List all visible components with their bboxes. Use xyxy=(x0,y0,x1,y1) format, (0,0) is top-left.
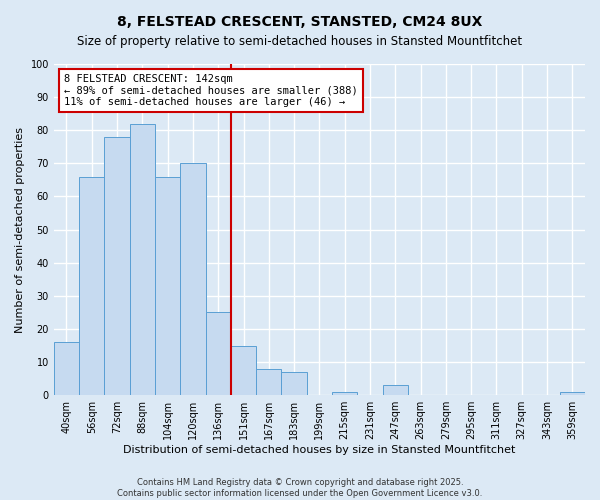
Bar xyxy=(231,346,256,395)
Bar xyxy=(256,368,281,395)
Bar xyxy=(54,342,79,395)
Bar xyxy=(155,176,180,395)
Bar xyxy=(281,372,307,395)
Bar xyxy=(383,386,408,395)
Bar xyxy=(130,124,155,395)
Bar xyxy=(206,312,231,395)
Text: Contains HM Land Registry data © Crown copyright and database right 2025.
Contai: Contains HM Land Registry data © Crown c… xyxy=(118,478,482,498)
Bar xyxy=(560,392,585,395)
Bar xyxy=(104,137,130,395)
Y-axis label: Number of semi-detached properties: Number of semi-detached properties xyxy=(15,126,25,332)
X-axis label: Distribution of semi-detached houses by size in Stansted Mountfitchet: Distribution of semi-detached houses by … xyxy=(123,445,515,455)
Bar xyxy=(180,164,206,395)
Text: 8 FELSTEAD CRESCENT: 142sqm
← 89% of semi-detached houses are smaller (388)
11% : 8 FELSTEAD CRESCENT: 142sqm ← 89% of sem… xyxy=(64,74,358,107)
Bar xyxy=(79,176,104,395)
Bar xyxy=(332,392,358,395)
Text: 8, FELSTEAD CRESCENT, STANSTED, CM24 8UX: 8, FELSTEAD CRESCENT, STANSTED, CM24 8UX xyxy=(118,15,482,29)
Text: Size of property relative to semi-detached houses in Stansted Mountfitchet: Size of property relative to semi-detach… xyxy=(77,35,523,48)
